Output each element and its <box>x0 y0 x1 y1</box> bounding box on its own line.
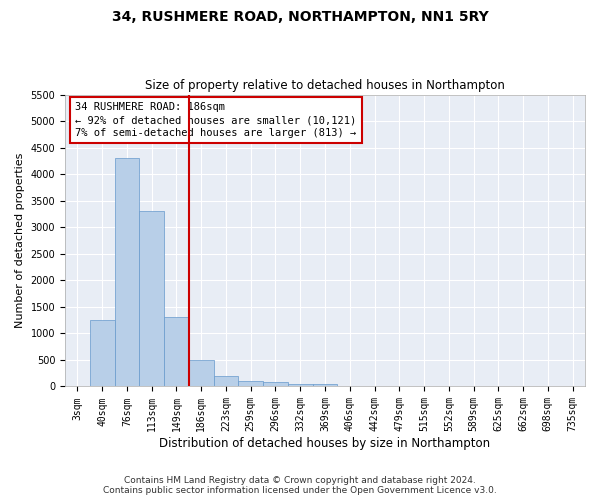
Bar <box>263 382 288 386</box>
Bar <box>115 158 139 386</box>
Title: Size of property relative to detached houses in Northampton: Size of property relative to detached ho… <box>145 79 505 92</box>
Bar <box>288 384 313 386</box>
Bar <box>139 212 164 386</box>
X-axis label: Distribution of detached houses by size in Northampton: Distribution of detached houses by size … <box>160 437 491 450</box>
Text: Contains HM Land Registry data © Crown copyright and database right 2024.
Contai: Contains HM Land Registry data © Crown c… <box>103 476 497 495</box>
Y-axis label: Number of detached properties: Number of detached properties <box>15 153 25 328</box>
Bar <box>313 384 337 386</box>
Text: 34, RUSHMERE ROAD, NORTHAMPTON, NN1 5RY: 34, RUSHMERE ROAD, NORTHAMPTON, NN1 5RY <box>112 10 488 24</box>
Bar <box>214 376 238 386</box>
Bar <box>189 360 214 386</box>
Text: 34 RUSHMERE ROAD: 186sqm
← 92% of detached houses are smaller (10,121)
7% of sem: 34 RUSHMERE ROAD: 186sqm ← 92% of detach… <box>76 102 356 139</box>
Bar <box>90 320 115 386</box>
Bar <box>164 318 189 386</box>
Bar <box>238 381 263 386</box>
